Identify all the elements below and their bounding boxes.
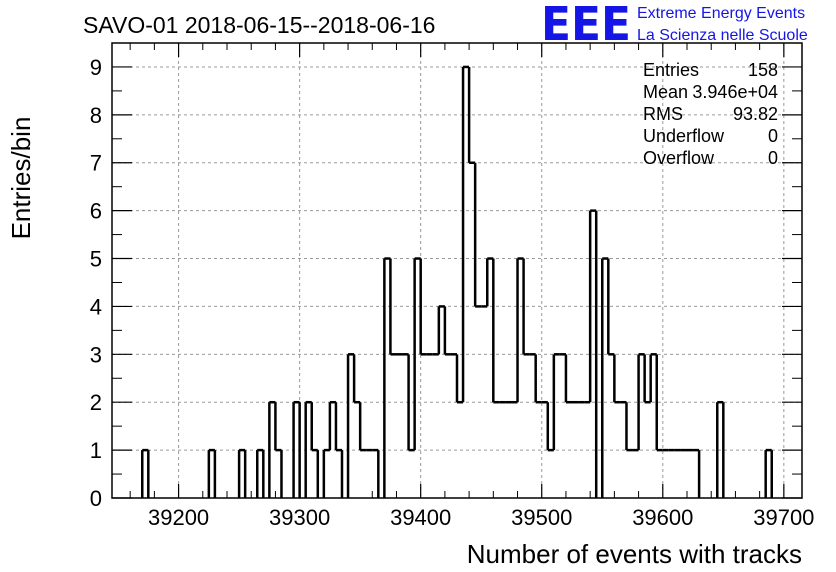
y-tick-label: 2 bbox=[90, 390, 102, 415]
stat-label: Underflow bbox=[643, 126, 725, 146]
y-tick-label: 3 bbox=[90, 342, 102, 367]
grid-lines bbox=[112, 43, 802, 498]
stat-value: 158 bbox=[748, 60, 778, 80]
stat-value: 3.946e+04 bbox=[692, 82, 778, 102]
eee-logo: EEE Extreme Energy Events La Scienza nel… bbox=[541, 0, 808, 51]
x-tick-label: 39600 bbox=[632, 505, 693, 530]
stat-value: 0 bbox=[768, 126, 778, 146]
chart-title: SAVO-01 2018-06-15--2018-06-16 bbox=[83, 12, 435, 38]
stat-value: 0 bbox=[768, 148, 778, 168]
stat-label: Entries bbox=[643, 60, 699, 80]
logo-line-1: Extreme Energy Events bbox=[637, 5, 805, 22]
x-tick-label: 39500 bbox=[511, 505, 572, 530]
stat-label: Mean bbox=[643, 82, 688, 102]
y-tick-label: 6 bbox=[90, 199, 102, 224]
stats-box: Entries 158 Mean 3.946e+04 RMS 93.82 Underflow… bbox=[643, 60, 778, 168]
stat-label: Overflow bbox=[643, 148, 715, 168]
y-tick-label: 8 bbox=[90, 103, 102, 128]
x-tick-label: 39300 bbox=[269, 505, 330, 530]
y-tick-label: 5 bbox=[90, 247, 102, 272]
axis-ticks: 39200 39300 39400 39500 39600 39700 0 1 2 3 4 5 6 7 8 9 bbox=[90, 43, 814, 530]
x-tick-label: 39700 bbox=[753, 505, 814, 530]
y-tick-label: 4 bbox=[90, 294, 102, 319]
x-tick-label: 39200 bbox=[148, 505, 209, 530]
histogram-bins bbox=[141, 65, 773, 498]
x-axis-label: Number of events with tracks bbox=[467, 539, 802, 569]
y-tick-label: 9 bbox=[90, 55, 102, 80]
y-tick-label: 1 bbox=[90, 438, 102, 463]
logo-line-2: La Scienza nelle Scuole bbox=[637, 27, 808, 44]
y-tick-label: 7 bbox=[90, 151, 102, 176]
stat-label: RMS bbox=[643, 104, 683, 124]
stat-value: 93.82 bbox=[733, 104, 778, 124]
x-tick-label: 39400 bbox=[390, 505, 451, 530]
plot-frame bbox=[111, 42, 803, 499]
histogram-edges bbox=[141, 66, 773, 498]
y-tick-label: 0 bbox=[90, 486, 102, 511]
logo-mark: EEE bbox=[541, 0, 631, 51]
y-axis-label: Entries/bin bbox=[6, 117, 36, 240]
